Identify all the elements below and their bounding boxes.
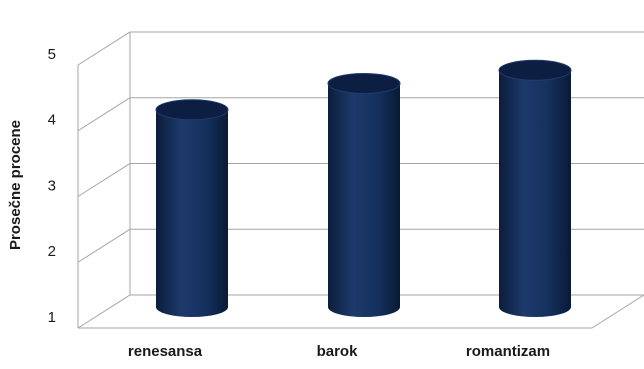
bar-top bbox=[155, 99, 229, 121]
bar-body bbox=[328, 83, 400, 317]
floor-right-edge bbox=[591, 294, 644, 329]
gridline bbox=[77, 228, 644, 263]
y-axis-label: Prosečne procene bbox=[7, 120, 24, 250]
bar-body bbox=[499, 70, 571, 317]
gridline bbox=[77, 163, 644, 197]
bar-romantizam bbox=[498, 59, 572, 317]
gridline bbox=[77, 294, 644, 329]
bar-top bbox=[327, 72, 401, 94]
x-category-label: renesansa bbox=[128, 343, 203, 360]
y-tick-label: 3 bbox=[48, 177, 56, 194]
chart-gridlines bbox=[77, 31, 644, 329]
bar-body bbox=[156, 109, 228, 317]
y-tick-label: 5 bbox=[48, 46, 56, 63]
bar-renesansa bbox=[155, 99, 229, 317]
gridline bbox=[77, 97, 644, 132]
x-axis-labels: renesansa barok romantizam bbox=[128, 343, 550, 360]
chart-bars bbox=[155, 59, 572, 317]
gridline bbox=[77, 31, 644, 66]
x-category-label: romantizam bbox=[466, 343, 550, 360]
y-axis-ticks: 1 2 3 4 5 bbox=[48, 46, 56, 326]
x-category-label: barok bbox=[317, 343, 359, 360]
y-tick-label: 2 bbox=[48, 243, 56, 260]
y-tick-label: 4 bbox=[48, 112, 56, 129]
y-tick-label: 1 bbox=[48, 309, 56, 326]
bar-top bbox=[498, 59, 572, 81]
bar-barok bbox=[327, 72, 401, 317]
